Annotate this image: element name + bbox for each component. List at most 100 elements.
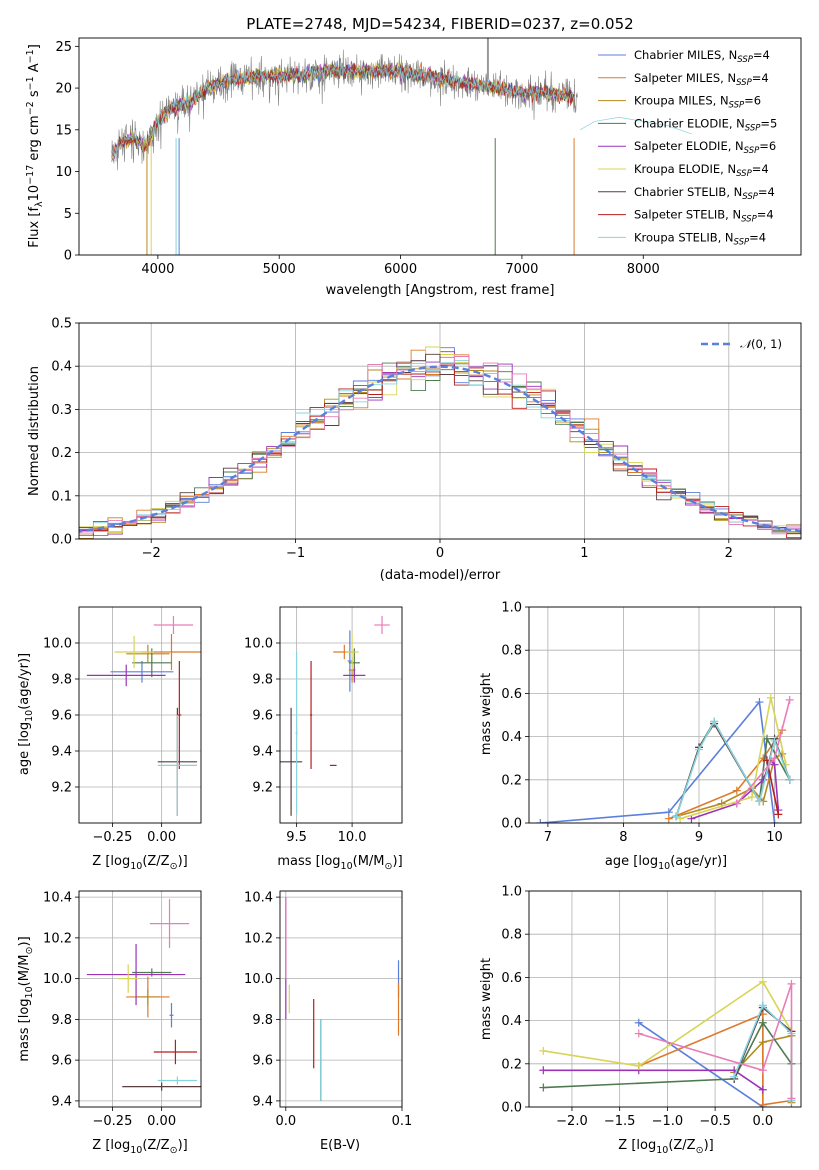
- weight-vs-age-ylabel: mass weight: [479, 673, 494, 755]
- spectrum-model-line: [111, 63, 576, 157]
- age-vs-Z-ylabel: age [log10(age/yr)]: [17, 653, 35, 775]
- weight-vs-age-xtick-label: 7: [544, 830, 552, 845]
- weight-vs-Z-series-line: [543, 1021, 793, 1089]
- residuals-xtick-label: 2: [725, 546, 733, 561]
- age-vs-Z-plot-area: [86, 616, 201, 816]
- weight-vs-Z-xlabel: Z [log10(Z/Z⊙)]: [618, 1138, 713, 1156]
- age-vs-Z-ytick-label: 9.4: [51, 745, 72, 760]
- legend-label: Salpeter ELODIE, NSSP=6: [634, 139, 776, 156]
- age-vs-Z-xtick-label: 0.00: [147, 830, 176, 845]
- age-vs-Z-ytick-label: 9.2: [51, 781, 72, 796]
- weight-vs-age-marker: [732, 799, 741, 808]
- spectrum-ytick-label: 25: [55, 40, 72, 55]
- mass-vs-ebv-axes: 0.0 0.1 9.4 9.6 9.8 10.0 10.2 10.4: [244, 891, 412, 1129]
- age-vs-Z-ytick-label: 9.6: [51, 709, 72, 724]
- weight-vs-Z-ytick-label: 0.4: [501, 1014, 522, 1029]
- weight-vs-Z-marker: [539, 1066, 548, 1075]
- weight-vs-Z-ytick-label: 0.0: [501, 1101, 522, 1116]
- residuals-axes: −2 −1 0 1 2 0.0 0.1 0.2 0.3 0.4 0.5: [51, 317, 801, 561]
- weight-vs-Z-xtick-label: 0.0: [752, 1114, 773, 1129]
- mass-vs-Z-ytick-label: 9.8: [51, 1013, 72, 1028]
- weight-vs-Z-axes: −2.0 −1.5 −1.0 −0.5 0.0 0.0 0.2 0.4 0.6 0.8 1.0: [501, 885, 801, 1129]
- weight-vs-Z-series-line: [638, 983, 793, 1099]
- spectrum-ytick-label: 15: [55, 123, 72, 138]
- mass-vs-ebv-ytick-label: 10.4: [244, 891, 273, 906]
- spectrum-ytick-label: 0: [64, 249, 72, 264]
- residuals-ytick-label: 0.3: [51, 403, 72, 418]
- mass-vs-Z-frame: [78, 890, 202, 1108]
- weight-vs-Z-xtick-label: −2.0: [556, 1114, 588, 1129]
- mass-vs-ebv-ytick-label: 10.2: [244, 931, 273, 946]
- residuals-ytick-label: 0.2: [51, 446, 72, 461]
- weight-vs-age-ytick-label: 0.4: [501, 730, 522, 745]
- weight-vs-age-marker: [770, 736, 779, 745]
- age-vs-mass-axes: 9.5 10.0 9.2 9.4 9.6 9.8 10.0: [244, 607, 402, 845]
- spectrum-xlabel: wavelength [Angstrom, rest frame]: [326, 283, 555, 298]
- weight-vs-Z-marker: [634, 1061, 643, 1070]
- weight-vs-Z-marker: [758, 1018, 767, 1027]
- residuals-ytick-label: 0.0: [51, 533, 72, 548]
- weight-vs-age-marker: [672, 812, 681, 821]
- mass-vs-ebv-ytick-label: 10.0: [244, 972, 273, 987]
- weight-vs-age-ytick-label: 0.8: [501, 644, 522, 659]
- weight-vs-age-plot-area: [536, 693, 794, 823]
- weight-vs-Z-ytick-label: 0.6: [501, 971, 522, 986]
- spectrum-ytick-label: 10: [55, 165, 72, 180]
- weight-vs-age-marker: [664, 814, 673, 823]
- weight-vs-age-marker: [695, 745, 703, 754]
- residuals-ytick-label: 0.5: [51, 317, 72, 332]
- weight-vs-age-marker: [755, 698, 764, 707]
- weight-vs-age-ytick-label: 0.0: [501, 817, 522, 832]
- legend-label: Chabrier MILES, NSSP=4: [634, 48, 770, 65]
- weight-vs-Z-series-line: [543, 980, 793, 1067]
- weight-vs-Z-marker: [730, 1072, 739, 1081]
- legend-label: Salpeter STELIB, NSSP=4: [634, 208, 774, 225]
- mass-vs-ebv-xtick-label: 0.1: [392, 1114, 413, 1129]
- age-vs-Z-frame: [78, 606, 202, 824]
- age-vs-mass-ytick-label: 9.6: [252, 709, 273, 724]
- weight-vs-age-marker: [755, 797, 764, 806]
- weight-vs-age-xtick-label: 8: [619, 830, 627, 845]
- mass-vs-Z-xtick-label: −0.25: [93, 1114, 133, 1129]
- age-vs-mass-xlabel: mass [log10(M/M⊙)]: [277, 854, 402, 872]
- mass-vs-Z-ytick-label: 9.6: [51, 1054, 72, 1069]
- weight-vs-age-xtick-label: 9: [695, 830, 703, 845]
- weight-vs-Z-xtick-label: −0.5: [699, 1114, 731, 1129]
- age-vs-mass-ytick-label: 9.4: [252, 745, 273, 760]
- spectrum-xtick-label: 6000: [384, 262, 417, 277]
- mass-vs-ebv-ytick-label: 9.8: [252, 1013, 273, 1028]
- residuals-plot-area: [79, 346, 801, 539]
- spectrum-model-tail: [579, 116, 692, 135]
- weight-vs-age-xlabel: age [log10(age/yr)]: [605, 854, 727, 872]
- weight-vs-Z-marker: [758, 1001, 767, 1010]
- weight-vs-age-marker: [763, 734, 771, 743]
- residuals-xtick-label: −2: [142, 546, 161, 561]
- weight-vs-Z-series-line: [638, 1012, 792, 1106]
- weight-vs-age-marker: [770, 754, 779, 763]
- mass-vs-Z-ytick-label: 10.4: [43, 891, 72, 906]
- spectrum-axes: 4000 5000 6000 7000 8000 0 5 10 15 20 25: [55, 40, 659, 277]
- age-vs-mass-plot-area: [280, 616, 390, 816]
- spectrum-xtick-label: 7000: [505, 262, 538, 277]
- weight-vs-age-marker: [770, 819, 779, 823]
- weight-vs-Z-series-line: [543, 1069, 764, 1091]
- mass-vs-ebv-ytick-label: 9.4: [252, 1094, 273, 1109]
- weight-vs-Z-frame: [528, 890, 802, 1108]
- weight-vs-Z-marker: [758, 1038, 767, 1047]
- weight-vs-Z-marker: [634, 1018, 643, 1027]
- weight-vs-age-frame: [528, 606, 802, 824]
- age-vs-Z-axes: −0.25 0.00 9.2 9.4 9.6 9.8 10.0: [43, 607, 201, 845]
- weight-vs-Z-xtick-label: −1.0: [652, 1114, 684, 1129]
- weight-vs-Z-xtick-label: −1.5: [604, 1114, 636, 1129]
- weight-vs-age-axes: 7 8 9 10 0.0 0.2 0.4 0.6 0.8 1.0: [501, 601, 801, 845]
- age-vs-Z-ytick-label: 9.8: [51, 673, 72, 688]
- residuals-frame: [78, 322, 802, 540]
- weight-vs-age-marker: [766, 693, 775, 702]
- weight-vs-age-marker: [785, 695, 794, 704]
- spectrum-xtick-label: 8000: [627, 262, 660, 277]
- spectrum-ytick-label: 5: [64, 207, 72, 222]
- weight-vs-age-marker: [774, 810, 783, 819]
- weight-vs-age-series-line: [540, 700, 776, 823]
- mass-vs-Z-plot-area: [86, 899, 201, 1091]
